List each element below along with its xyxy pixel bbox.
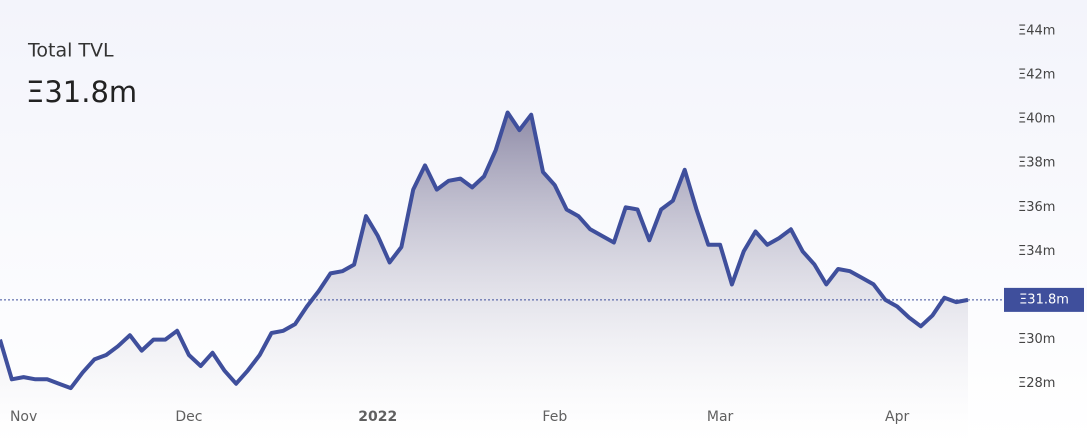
y-tick-label: Ξ42m	[1018, 67, 1055, 82]
y-tick-label: Ξ40m	[1018, 112, 1055, 127]
current-value-box	[1004, 287, 1084, 312]
current-value-tag: Ξ31.8m	[1019, 292, 1069, 307]
line	[0, 110, 969, 391]
y-tick-label: Ξ28m	[1018, 376, 1055, 391]
y-tick-label: Ξ44m	[1018, 23, 1055, 38]
y-tick-label: Ξ30m	[1018, 332, 1055, 347]
chart-title: Total TVL	[27, 40, 114, 62]
y-tick-label: Ξ38m	[1018, 156, 1055, 171]
y-tick-label: Ξ36m	[1018, 200, 1055, 215]
current-value: Ξ31.8m	[26, 75, 137, 109]
y-tick-label: Ξ34m	[1018, 244, 1055, 259]
area	[0, 112, 968, 441]
plot: Ξ28mΞ30mΞ32mΞ34mΞ36mΞ38mΞ40mΞ42mΞ44mNovD…	[0, 23, 1084, 441]
